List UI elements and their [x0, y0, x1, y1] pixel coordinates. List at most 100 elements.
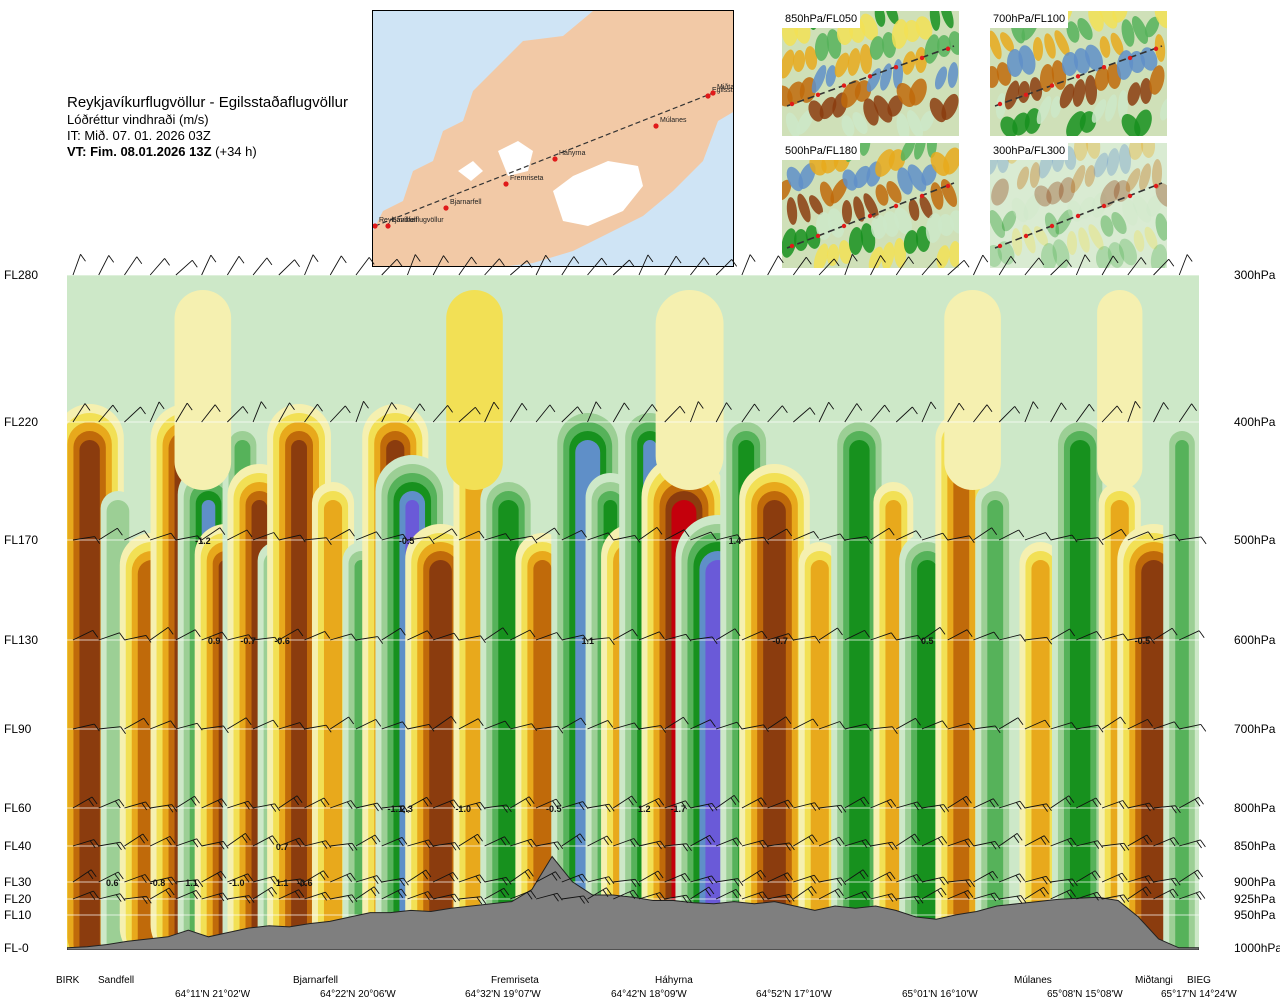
- wind-barb-feather: [195, 890, 202, 898]
- wind-barb: [381, 721, 403, 730]
- wind-barb-feather: [705, 837, 712, 845]
- wind-barb-feather: [754, 403, 760, 412]
- wind-barb: [870, 527, 890, 541]
- wind-barb-feather: [787, 872, 793, 880]
- wind-barb-feather: [884, 404, 891, 413]
- wind-barb-feather: [471, 256, 477, 265]
- wind-barb: [664, 633, 687, 641]
- wind-barb-feather: [453, 632, 460, 641]
- value-label: 0.5: [921, 636, 934, 646]
- wind-barb-feather: [1194, 799, 1201, 807]
- thumb-point: [893, 203, 899, 209]
- wind-barb-feather: [1169, 890, 1175, 899]
- wind-barb-feather: [401, 837, 408, 845]
- wind-barb-feather: [859, 871, 866, 880]
- wind-barb-feather: [628, 797, 634, 806]
- wind-barb-feather: [196, 838, 203, 847]
- wind-barb: [175, 402, 188, 423]
- wind-barb-feather: [400, 888, 407, 897]
- wind-barb: [484, 720, 506, 730]
- value-label: 0.6: [106, 878, 119, 888]
- wind-barb-feather: [347, 843, 354, 852]
- wind-barb-feather: [452, 872, 459, 880]
- wind-barb: [1024, 401, 1034, 423]
- wind-barb: [741, 630, 763, 641]
- wind-barb-feather: [686, 894, 692, 903]
- field-band: [465, 440, 484, 950]
- wind-barb-feather: [158, 401, 165, 410]
- thumb-300-plot: [990, 143, 1167, 268]
- thumb-blob: [819, 181, 835, 207]
- thumb-700[interactable]: 700hPa/FL100: [990, 11, 1167, 136]
- thumb-blob: [1011, 228, 1023, 256]
- wind-barb-feather: [942, 720, 948, 729]
- wind-barb: [304, 254, 314, 276]
- thumb-blob: [785, 112, 801, 136]
- wind-barb-feather: [552, 800, 558, 808]
- thumb-blob: [813, 243, 829, 268]
- wind-barb-feather: [141, 802, 148, 811]
- thumb-blob: [914, 143, 926, 160]
- thumb-blob: [1004, 80, 1020, 110]
- wind-barb: [304, 724, 327, 730]
- thumb-blob: [919, 110, 935, 132]
- route-line: [374, 92, 714, 227]
- wind-barb-feather: [94, 536, 101, 544]
- wind-barb-feather: [761, 630, 768, 639]
- wind-barb-feather: [447, 405, 453, 413]
- wind-barb-feather: [321, 841, 328, 849]
- wind-barb: [1101, 633, 1124, 641]
- wind-barb-feather: [144, 530, 150, 538]
- thumb-blob: [1154, 11, 1167, 29]
- field-band: [763, 500, 786, 950]
- thumb-850[interactable]: 850hPa/FL050: [782, 11, 959, 136]
- wind-barb-feather: [887, 894, 894, 902]
- thumb-blob: [1093, 152, 1109, 178]
- wind-barb: [1178, 254, 1188, 276]
- thumb-blob: [937, 35, 951, 57]
- wind-barb-feather: [863, 796, 870, 805]
- thumb-blob: [853, 196, 865, 222]
- wind-barb-feather: [475, 803, 482, 811]
- thumb-blob: [1088, 224, 1104, 250]
- thumb-blob: [903, 230, 919, 254]
- wind-barb: [1024, 719, 1046, 730]
- wind-barb-feather: [911, 835, 917, 844]
- wind-barb: [510, 723, 532, 730]
- wind-barb-feather: [477, 834, 483, 842]
- thumb-blob: [1151, 159, 1163, 189]
- wind-barb-feather: [891, 893, 898, 901]
- wind-barb-feather: [967, 890, 974, 898]
- map-point: [710, 90, 716, 96]
- wind-barb-feather: [915, 718, 921, 726]
- thumb-blob: [873, 95, 893, 123]
- thumb-500[interactable]: 500hPa/FL180: [782, 143, 959, 268]
- flight-level-label: FL130: [4, 633, 39, 647]
- wind-barb-feather: [785, 716, 792, 724]
- wind-barb: [844, 254, 853, 276]
- thumb-blob: [1117, 90, 1129, 120]
- wind-barb-feather: [1068, 795, 1075, 803]
- wind-barb-feather: [917, 635, 924, 643]
- wind-barb: [536, 725, 558, 730]
- wind-barb-feather: [634, 722, 640, 731]
- thumb-blob: [897, 167, 913, 195]
- wind-barb-feather: [319, 872, 326, 880]
- wind-barb-feather: [711, 875, 717, 884]
- wind-barb-feather: [323, 870, 329, 878]
- wind-barb-feather: [839, 533, 846, 542]
- wind-barb: [896, 717, 916, 730]
- wind-barb-feather: [479, 874, 486, 883]
- wind-barb-feather: [477, 718, 484, 726]
- wind-barb: [458, 635, 481, 641]
- wind-barb: [72, 403, 86, 423]
- wind-barb-feather: [351, 633, 357, 642]
- wind-barb-feather: [166, 837, 172, 846]
- thumb-blob: [1054, 30, 1070, 56]
- thumb-blob: [990, 245, 1003, 267]
- wind-barb-feather: [1018, 529, 1025, 538]
- wind-barb: [1050, 722, 1072, 730]
- thumb-blob: [838, 240, 852, 264]
- wind-barb-feather: [553, 894, 559, 902]
- thumb-300[interactable]: 300hPa/FL300: [990, 143, 1167, 268]
